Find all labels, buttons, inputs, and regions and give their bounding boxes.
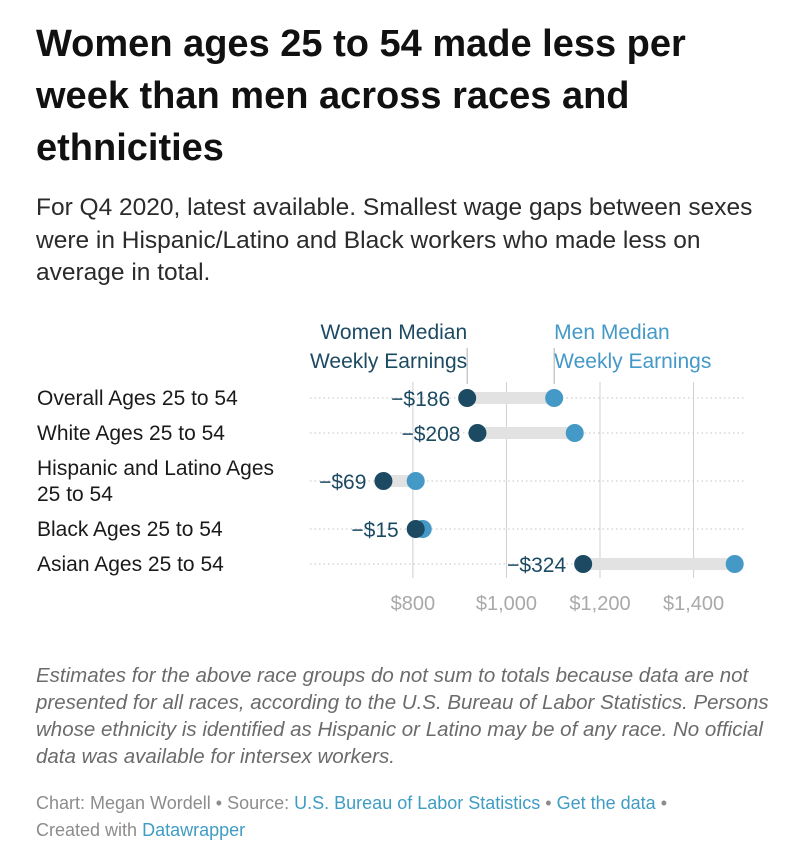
category-label-line: Hispanic and Latino Ages xyxy=(37,457,274,480)
chart-notes: Estimates for the above race groups do n… xyxy=(36,664,769,768)
women-dot xyxy=(374,472,393,490)
category-label: Overall Ages 25 to 54 xyxy=(37,387,238,410)
gap-label: −$208 xyxy=(401,423,460,446)
legend-women-label: Women Median Weekly Earnings xyxy=(310,321,467,373)
gap-label: −$15 xyxy=(351,519,398,542)
gridlines xyxy=(412,382,695,578)
gap-label: −$69 xyxy=(319,471,366,494)
footer-separator: • xyxy=(215,793,223,813)
chart-subtitle: For Q4 2020, latest available. Smallest … xyxy=(36,194,753,286)
legend-men-label: Men Median Weekly Earnings xyxy=(554,321,711,373)
gap-label: −$324 xyxy=(507,554,566,577)
gap-label: −$186 xyxy=(391,388,450,411)
x-tick-label: $800 xyxy=(391,593,436,615)
category-label: Black Ages 25 to 54 xyxy=(37,518,223,541)
chart-footer: Chart: Megan Wordell • Source: U.S. Bure… xyxy=(36,790,776,844)
x-tick-label: $1,400 xyxy=(663,593,724,615)
x-tick-label: $1,000 xyxy=(476,593,537,615)
men-dot xyxy=(406,472,425,490)
source-label: Source: xyxy=(227,793,290,813)
legend: Women Median Weekly Earnings Men Median Wee… xyxy=(310,321,711,384)
category-label: White Ages 25 to 54 xyxy=(37,422,225,445)
chart-title: Women ages 25 to 54 made less per week t… xyxy=(36,23,686,169)
x-tick-label: $1,200 xyxy=(569,593,630,615)
x-axis: $800 $1,000 $1,200 $1,400 xyxy=(391,593,724,615)
women-dot xyxy=(458,389,477,407)
created-with-label: Created with xyxy=(36,820,138,840)
women-dot xyxy=(574,555,593,573)
category-label-line: 25 to 54 xyxy=(37,483,113,506)
footer-separator: • xyxy=(545,793,552,813)
datawrapper-link[interactable]: Datawrapper xyxy=(142,820,246,840)
women-dot xyxy=(406,520,425,538)
men-dot xyxy=(725,555,744,573)
category-label: Asian Ages 25 to 54 xyxy=(37,553,224,576)
dot-range-chart: Women Median Weekly Earnings Men Median Wee… xyxy=(37,321,745,615)
legend-women-line: Weekly Earnings xyxy=(310,350,467,373)
women-dot xyxy=(468,424,487,442)
men-dot xyxy=(565,424,584,442)
source-link[interactable]: U.S. Bureau of Labor Statistics xyxy=(294,793,541,813)
men-dot xyxy=(545,389,564,407)
category-label: Hispanic and Latino Ages 25 to 54 xyxy=(37,457,274,506)
legend-men-line: Weekly Earnings xyxy=(554,350,711,373)
footer-separator: • xyxy=(660,793,668,813)
get-the-data-link[interactable]: Get the data xyxy=(556,793,656,813)
legend-men-line: Men Median xyxy=(554,321,670,344)
chart-rows: Overall Ages 25 to 54 −$186 White Ages 25 … xyxy=(37,387,745,577)
legend-women-line: Women Median xyxy=(320,321,467,344)
chart-credit: Chart: Megan Wordell xyxy=(36,793,211,813)
